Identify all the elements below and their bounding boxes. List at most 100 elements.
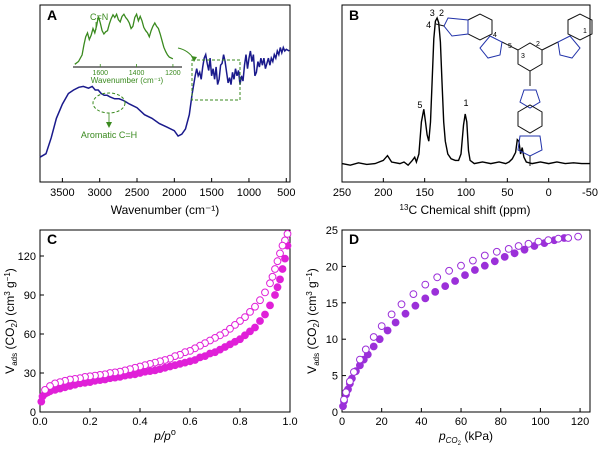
- panel-a-inset-x-axis-title: Wavenumber (cm⁻¹): [91, 76, 164, 85]
- panel-d-plot-frame: [341, 229, 591, 413]
- panel-d-adsorption-point: [500, 253, 509, 261]
- panel-d-x-axis-units: (kPa): [461, 429, 493, 443]
- panel-a-ftir-spectrum: A 3500 3000 2500 2000 1500 1000 500 Wavenumber…: [39, 4, 295, 217]
- panel-c-adsorption-point: [266, 301, 274, 310]
- panel-d-desorption-point: [445, 266, 454, 275]
- structure-benzene-left: [467, 13, 493, 41]
- panel-d-y-axis-sup-neg1: −1: [305, 272, 314, 282]
- panel-a-x-tick-label: 500: [277, 187, 295, 199]
- panel-a-zoom-box: [191, 59, 241, 101]
- panel-b-spectrum-line: [341, 16, 590, 167]
- panel-d-adsorption-point: [411, 301, 420, 310]
- panel-c-desorption-point: [266, 279, 274, 288]
- panel-a-x-tick-label: 1000: [237, 187, 261, 199]
- panel-c-adsorption-point: [281, 254, 289, 263]
- panel-c-x-tick-label: 0.2: [82, 416, 97, 428]
- panel-b-x-tick-label: 250: [333, 187, 351, 199]
- panel-d-desorption-point: [433, 273, 442, 282]
- panel-d-x-tick-label: 0: [339, 416, 345, 428]
- structure-bond-left: [501, 41, 519, 51]
- panel-b-letter: B: [349, 7, 359, 23]
- panel-d-ticks: 0 20 40 60 80 100 120 0 5 10 15 20 25: [326, 225, 590, 428]
- panel-c-adsorption-point: [271, 291, 279, 299]
- panel-c-adsorption-point: [236, 335, 244, 344]
- panel-d-y-tick-label: 20: [326, 261, 338, 273]
- panel-c-desorption-point: [246, 308, 254, 316]
- panel-a-inset-line: [74, 12, 174, 65]
- panel-c-adsorption-point: [241, 331, 249, 340]
- panel-c-desorption-point: [236, 317, 244, 325]
- panel-d-desorption-point: [514, 242, 523, 250]
- panel-c-adsorption-point: [278, 265, 287, 273]
- panel-d-x-tick-label: 120: [571, 416, 589, 428]
- panel-b-x-axis-title: 13C Chemical shift (ppm): [400, 203, 531, 217]
- panel-d-x-tick-label: 80: [495, 416, 507, 428]
- panel-d-adsorption-point: [461, 271, 469, 280]
- panel-d-y-tick-label: 15: [326, 298, 338, 310]
- panel-d-desorption-point: [544, 236, 553, 245]
- panel-d-adsorption-point: [441, 282, 450, 291]
- structure-imidazole-left-outer: [443, 17, 469, 37]
- panel-b-x-tick-label: -50: [582, 187, 598, 199]
- panel-d-desorption-point: [457, 261, 465, 270]
- panel-b-x-axis-title-text: C Chemical shift (ppm): [408, 203, 530, 217]
- panel-b-structure-number: 1: [583, 28, 587, 35]
- panel-a-x-tick-label: 2500: [125, 187, 149, 199]
- panel-c-y-tick-label: 90: [24, 290, 36, 302]
- panel-d-desorption-point: [387, 310, 396, 319]
- panel-c-x-tick-label: 1.0: [282, 416, 297, 428]
- panel-d-desorption-point: [524, 239, 533, 248]
- panel-d-adsorption-point: [369, 342, 378, 351]
- panel-d-desorption-point: [504, 245, 513, 253]
- panel-a-x-tick-label: 2000: [162, 187, 186, 199]
- panel-c-desorption-point: [41, 386, 49, 394]
- panel-a-x-tick-label: 3000: [87, 187, 111, 199]
- panel-d-x-axis-title: pCO2 (kPa): [438, 429, 493, 447]
- panel-c-x-tick-label: 0.6: [182, 416, 197, 428]
- panel-d-y-tick-label: 10: [326, 334, 338, 346]
- panel-d-adsorption-point: [510, 249, 519, 258]
- panel-c-adsorption-point: [256, 317, 264, 325]
- panel-c-x-tick-label: 0.4: [132, 416, 147, 428]
- panel-d-desorption-point: [409, 290, 418, 299]
- panel-c-x-tick-label: 0.8: [232, 416, 247, 428]
- panel-d-adsorption-point: [431, 288, 440, 296]
- panel-a-inset-tick-label: 1200: [165, 70, 181, 77]
- panel-c-desorption-point: [261, 288, 269, 297]
- panel-d-desorption-point: [361, 345, 370, 354]
- panel-d-y-tick-label: 0: [332, 407, 338, 419]
- panel-b-x-tick-label: 100: [457, 187, 475, 199]
- panel-c-y-axis-sub-ads: ads: [10, 353, 19, 366]
- panel-b-peak-label: 1: [463, 98, 468, 108]
- panel-c-adsorption-point: [273, 283, 282, 292]
- panel-a-x-tick-label: 3500: [50, 187, 74, 199]
- panel-d-x-axis-sub-co: CO: [446, 436, 458, 445]
- panel-d-x-tick-label: 60: [455, 416, 467, 428]
- panel-c-ticks: 0.0 0.2 0.4 0.6 0.8 1.0 0 30 60 90 120: [18, 251, 298, 428]
- panel-d-letter: D: [349, 231, 359, 247]
- structure-imidazole-right: [557, 35, 581, 59]
- panel-d-desorption-point: [342, 388, 350, 397]
- panel-a-x-ticks: 3500 3000 2500 2000 1500 1000 500: [50, 178, 295, 199]
- panel-d-y-axis-g: g: [305, 281, 319, 291]
- panel-c-y-axis-mid: (CO: [3, 328, 17, 353]
- panel-d-y-axis-close: ): [305, 268, 319, 272]
- panel-b-peak-label: 2: [439, 8, 444, 18]
- panel-c-x-tick-label: 0.0: [32, 416, 47, 428]
- panel-d-y-axis-sup-3: 3: [305, 291, 314, 296]
- panel-d-y-axis-mid: (CO: [305, 328, 319, 353]
- panel-d-desorption-point: [492, 247, 501, 256]
- panel-c-x-axis-title-sup: o: [171, 427, 176, 437]
- panel-b-peak-label: 5: [417, 100, 422, 110]
- panel-d-y-tick-label: 5: [332, 371, 338, 383]
- panel-c-y-axis-g: g: [3, 281, 17, 291]
- panel-c-y-tick-label: 30: [24, 368, 36, 380]
- panel-c-y-tick-label: 120: [18, 251, 36, 263]
- panel-d-adsorption-point: [490, 257, 499, 266]
- panel-a-spectrum-line: [39, 45, 290, 158]
- panel-b-peak-label: 4: [426, 20, 431, 30]
- panel-a-zoom-arrowhead: [191, 56, 197, 62]
- panel-b-structure-number: 5: [508, 43, 512, 50]
- panel-d-adsorption-point: [451, 277, 460, 285]
